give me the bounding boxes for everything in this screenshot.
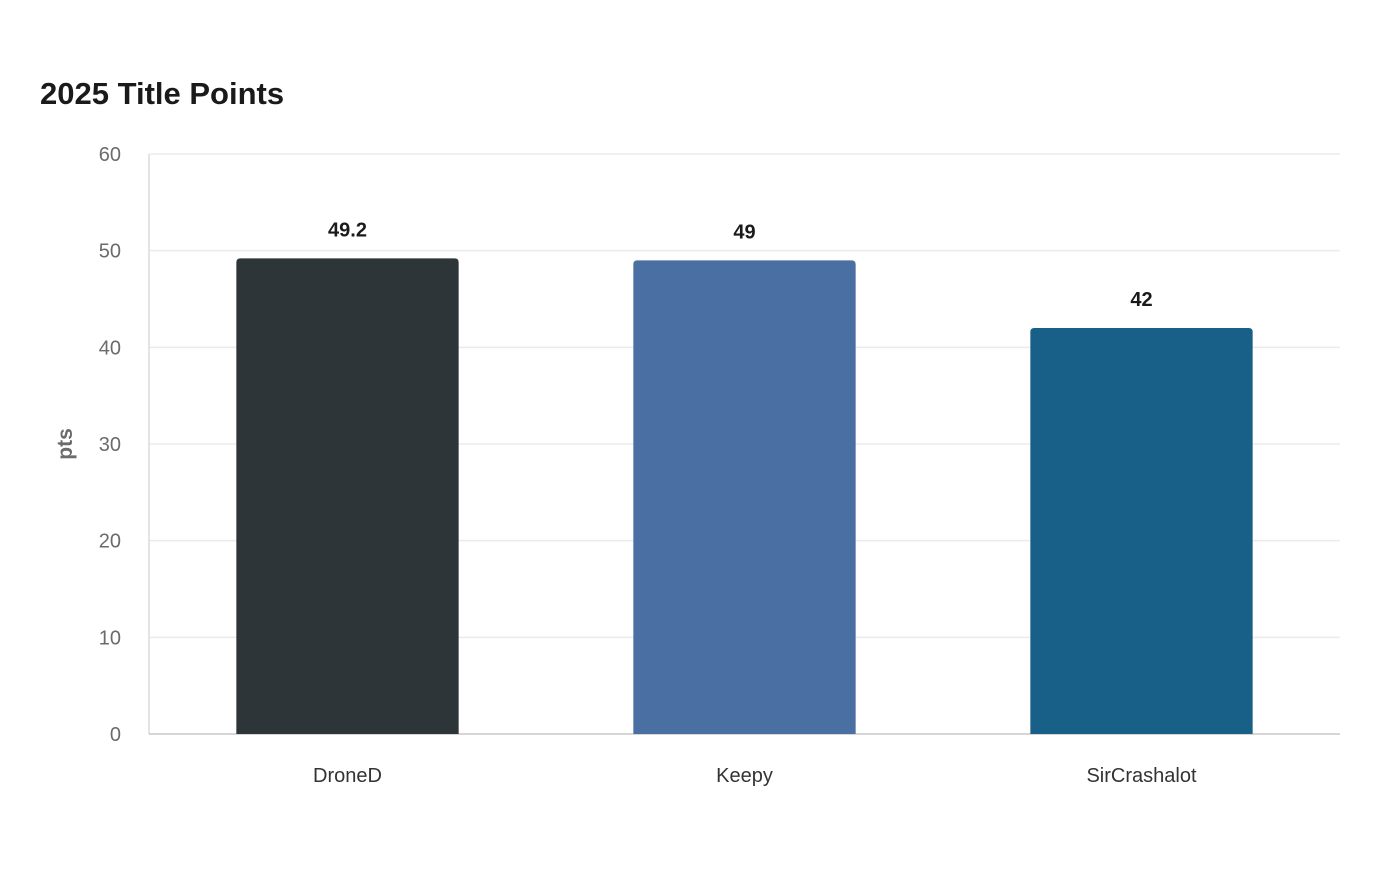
y-tick-label: 40 xyxy=(99,337,121,359)
y-tick-label: 50 xyxy=(99,241,121,263)
value-labels: 49.2 49 42 xyxy=(328,219,1153,311)
value-label: 42 xyxy=(1130,289,1152,311)
bar-droned xyxy=(236,258,459,734)
category-labels: DroneD Keepy SirCrashalot xyxy=(313,765,1197,787)
y-tick-label: 10 xyxy=(99,627,121,649)
y-tick-label: 20 xyxy=(99,531,121,553)
x-tick-label: DroneD xyxy=(313,765,382,787)
x-tick-label: Keepy xyxy=(716,765,773,787)
y-axis-title: pts xyxy=(54,428,77,460)
y-tick-label: 0 xyxy=(110,724,121,746)
y-tick-label: 30 xyxy=(99,434,121,456)
bars xyxy=(236,258,1253,734)
x-tick-label: SirCrashalot xyxy=(1086,765,1196,787)
value-label: 49.2 xyxy=(328,219,367,241)
y-tick-labels: 0 10 20 30 40 50 60 xyxy=(99,144,121,746)
bar-keepy xyxy=(633,260,856,734)
chart-title: 2025 Title Points xyxy=(40,76,285,111)
value-label: 49 xyxy=(733,221,755,243)
y-tick-label: 60 xyxy=(99,144,121,166)
bar-sircrashalot xyxy=(1030,328,1253,734)
